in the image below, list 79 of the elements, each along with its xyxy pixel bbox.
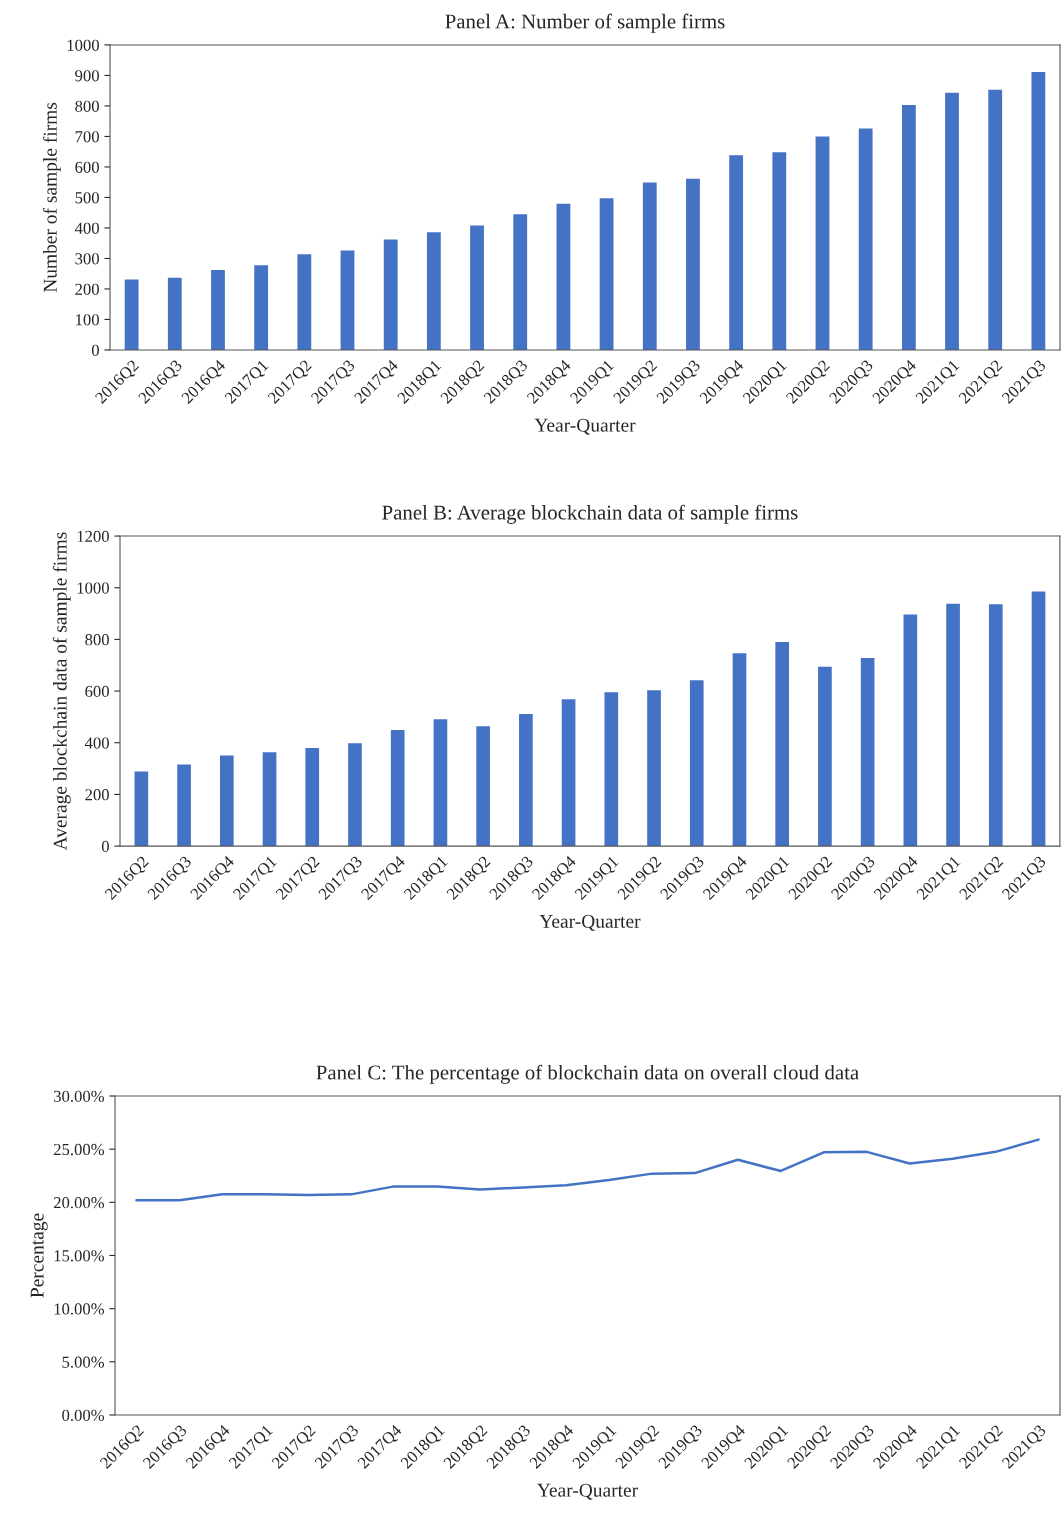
y-tick-label: 600 bbox=[85, 685, 109, 698]
bar bbox=[946, 603, 960, 847]
y-tick-label: 600 bbox=[75, 161, 99, 173]
bar bbox=[348, 743, 362, 847]
y-tick-label: 300 bbox=[75, 253, 99, 265]
bar bbox=[988, 89, 1003, 350]
y-tick-label: 200 bbox=[75, 283, 99, 295]
bar bbox=[732, 653, 747, 847]
bar bbox=[556, 203, 571, 350]
bar bbox=[383, 239, 398, 350]
bar bbox=[772, 152, 787, 350]
y-tick-label: 500 bbox=[75, 192, 99, 204]
bar bbox=[903, 614, 918, 847]
y-tick-label: 0 bbox=[101, 840, 109, 853]
y-tick-label: 900 bbox=[75, 70, 99, 82]
bar bbox=[858, 128, 873, 350]
bar bbox=[513, 214, 528, 350]
y-axis-title: Average blockchain data of sample firms bbox=[52, 532, 71, 851]
bar bbox=[476, 726, 490, 847]
x-axis-title: Year-Quarter bbox=[537, 1483, 638, 1500]
bar bbox=[647, 690, 661, 847]
y-tick-label: 0.00% bbox=[62, 1409, 105, 1421]
y-tick-label: 800 bbox=[75, 100, 99, 112]
y-tick-label: 20.00% bbox=[53, 1197, 105, 1209]
bar bbox=[642, 182, 657, 350]
bar bbox=[124, 279, 139, 350]
y-axis-title: Number of sample firms bbox=[42, 102, 61, 293]
bar bbox=[561, 699, 576, 847]
bar bbox=[729, 155, 744, 350]
y-tick-label: 1200 bbox=[77, 530, 109, 542]
bar bbox=[599, 198, 614, 350]
bar bbox=[519, 714, 533, 847]
bar bbox=[305, 747, 320, 847]
bar bbox=[1031, 591, 1046, 847]
y-tick-label: 1000 bbox=[67, 39, 99, 51]
y-tick-label: 200 bbox=[85, 789, 109, 801]
x-axis-title: Year-Quarter bbox=[539, 914, 641, 931]
bar bbox=[689, 680, 704, 847]
bar bbox=[988, 604, 1003, 847]
y-tick-label: 400 bbox=[84, 737, 109, 749]
bar bbox=[818, 666, 832, 847]
bar bbox=[211, 270, 225, 350]
y-axis-title: Percentage bbox=[30, 1213, 48, 1298]
y-tick-label: 100 bbox=[76, 314, 99, 326]
y-tick-label: 0 bbox=[91, 344, 99, 356]
bar bbox=[901, 105, 916, 350]
line-series bbox=[135, 1138, 1040, 1202]
bar bbox=[775, 641, 790, 847]
bar bbox=[945, 92, 959, 350]
bar bbox=[426, 232, 441, 350]
chart-title: Panel C: The percentage of blockchain data on overall cloud data bbox=[316, 1064, 859, 1084]
y-tick-label: 30.00% bbox=[54, 1090, 105, 1103]
bar bbox=[815, 136, 830, 350]
bar bbox=[390, 730, 405, 847]
y-tick-label: 800 bbox=[85, 634, 109, 646]
bar bbox=[297, 254, 312, 350]
y-tick-label: 5.00% bbox=[62, 1356, 105, 1368]
y-tick-label: 15.00% bbox=[54, 1250, 105, 1262]
bar bbox=[177, 764, 191, 847]
bar bbox=[254, 265, 269, 350]
bar bbox=[219, 755, 234, 847]
y-tick-label: 1000 bbox=[77, 582, 109, 594]
bar bbox=[604, 692, 619, 847]
x-axis-title: Year-Quarter bbox=[534, 418, 636, 435]
bar bbox=[470, 225, 484, 350]
bar bbox=[167, 277, 182, 350]
bar bbox=[433, 719, 448, 847]
bar bbox=[686, 178, 700, 350]
y-tick-label: 25.00% bbox=[53, 1143, 105, 1156]
bar bbox=[134, 771, 149, 847]
bar bbox=[262, 752, 277, 847]
bar bbox=[1031, 72, 1046, 350]
bar bbox=[340, 250, 355, 350]
bar bbox=[860, 657, 875, 847]
chart-title: Panel B: Average blockchain data of sample firms bbox=[382, 504, 798, 524]
chart-title: Panel A: Number of sample firms bbox=[445, 13, 725, 33]
y-tick-label: 700 bbox=[75, 131, 99, 143]
y-tick-label: 400 bbox=[74, 222, 99, 234]
y-tick-label: 10.00% bbox=[54, 1303, 105, 1315]
